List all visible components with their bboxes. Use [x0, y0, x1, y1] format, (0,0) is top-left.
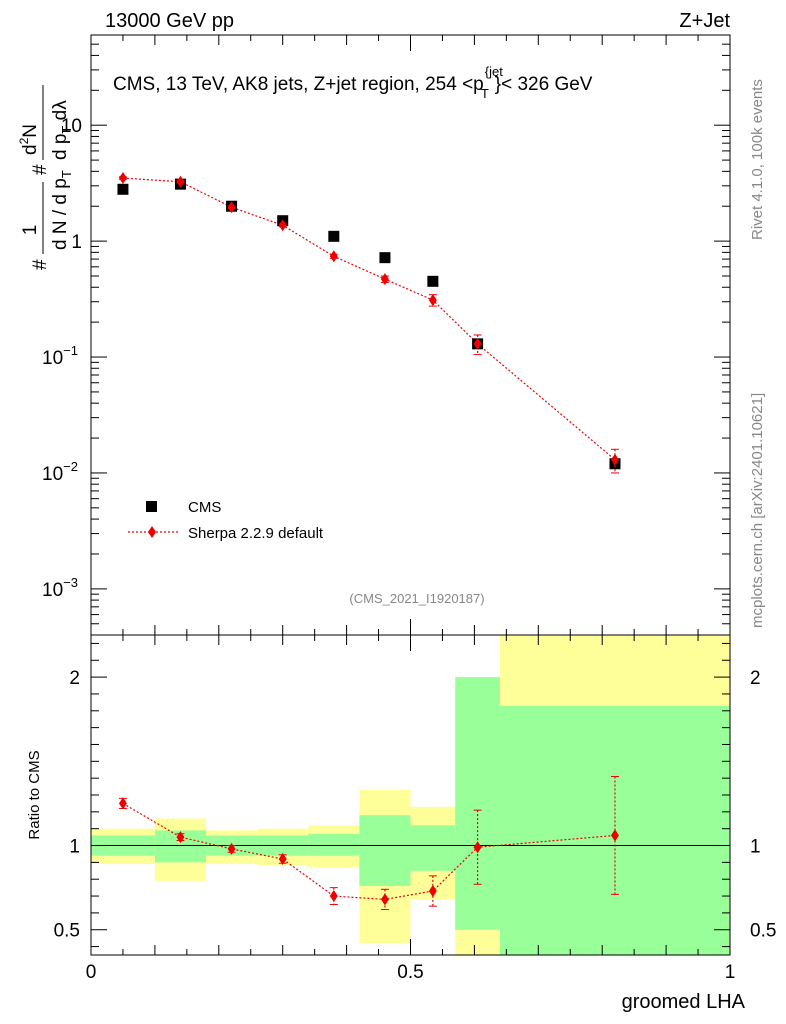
- y-axis-label-den2: d pT dλ: [50, 100, 74, 160]
- y-tick-label-3: 1: [71, 232, 82, 253]
- sherpa-point-7: [473, 337, 482, 350]
- plot-title: CMS, 13 TeV, AK8 jets, Z+jet region, 254…: [113, 64, 593, 101]
- ratio-uncertainty-bands: [91, 635, 730, 955]
- x-axis-label: groomed LHA: [622, 991, 746, 1013]
- legend: CMS Sherpa 2.2.9 default: [128, 499, 324, 542]
- main-plot-frame: [90, 34, 731, 636]
- ratio-y-axis-label: Ratio to CMS: [26, 750, 43, 839]
- sherpa-point-3: [278, 219, 287, 232]
- ratio-plot-frame: [90, 634, 731, 956]
- header-left: 13000 GeV pp: [105, 10, 234, 32]
- cms-point-0: [117, 183, 129, 195]
- band-stat-5: [359, 815, 411, 886]
- ratio-point-2: [227, 842, 236, 855]
- mcplots-label: mcplots.cern.ch [arXiv:2401.10621]: [749, 393, 766, 628]
- sherpa-point-5: [380, 273, 389, 286]
- data-series: [117, 172, 621, 911]
- sherpa-point-8: [610, 453, 619, 466]
- cms-point-6: [427, 275, 439, 287]
- ratio-point-5: [380, 893, 389, 906]
- y-axis-label: # 1 d N / d pT # d2N d pT dλ: [17, 85, 74, 270]
- band-stat-6: [410, 825, 456, 871]
- sherpa-point-6: [428, 294, 437, 307]
- y-tick-label-0: 10−3: [42, 575, 78, 601]
- band-stat-7: [455, 677, 500, 930]
- ratio-line: [122, 802, 616, 901]
- x-tick-label-0: 0: [86, 962, 97, 983]
- legend-marker-cms: [146, 501, 157, 512]
- band-stat-4: [308, 833, 360, 856]
- ratio-tick-label-right-1: 1: [750, 837, 761, 858]
- ratio-point-1: [176, 831, 185, 844]
- ratio-point-6: [428, 885, 437, 897]
- x-tick-label-1: 0.5: [397, 962, 423, 983]
- ratio-point-0: [118, 797, 127, 810]
- y-axis-label-den1: d N / d pT: [50, 170, 74, 250]
- svg-text:#: #: [30, 164, 51, 175]
- ratio-point-7: [473, 841, 482, 854]
- y-tick-label-2: 10−1: [42, 343, 78, 369]
- sherpa-point-1: [176, 175, 185, 188]
- ratio-tick-label-left-1: 1: [69, 837, 80, 858]
- ratio-tick-label-left-2: 2: [69, 668, 80, 689]
- sherpa-point-2: [227, 201, 236, 214]
- cms-point-4: [328, 230, 340, 242]
- legend-label-sherpa: Sherpa 2.2.9 default: [188, 525, 324, 542]
- svg-text:#: #: [30, 259, 51, 270]
- rivet-label: Rivet 4.1.0, 100k events: [749, 79, 766, 240]
- svg-text:1: 1: [20, 225, 41, 236]
- ratio-point-3: [278, 853, 287, 865]
- ratio-tick-label-right-0: 0.5: [750, 921, 776, 942]
- y-tick-label-4: 10: [61, 116, 82, 137]
- sherpa-line: [122, 177, 616, 461]
- x-tick-label-2: 1: [725, 962, 736, 983]
- ratio-tick-label-right-2: 2: [750, 668, 761, 689]
- header-right: Z+Jet: [679, 10, 730, 32]
- ratio-point-4: [329, 890, 338, 903]
- y-axis-label-num2: d2N: [17, 124, 41, 155]
- tick-labels: 10−3 10−2 10−1 1 10 0 0.5 1 0.5 0.5 1 1 2 2: [42, 116, 776, 983]
- ratio-point-8: [610, 829, 619, 842]
- legend-label-cms: CMS: [188, 499, 221, 516]
- cms-point-5: [379, 252, 391, 264]
- y-tick-label-1: 10−2: [42, 459, 78, 485]
- legend-marker-sherpa: [148, 526, 156, 538]
- ratio-tick-label-left-0: 0.5: [54, 921, 80, 942]
- analysis-watermark: (CMS_2021_I1920187): [349, 591, 484, 606]
- sherpa-point-0: [118, 172, 127, 185]
- sherpa-point-4: [329, 250, 338, 263]
